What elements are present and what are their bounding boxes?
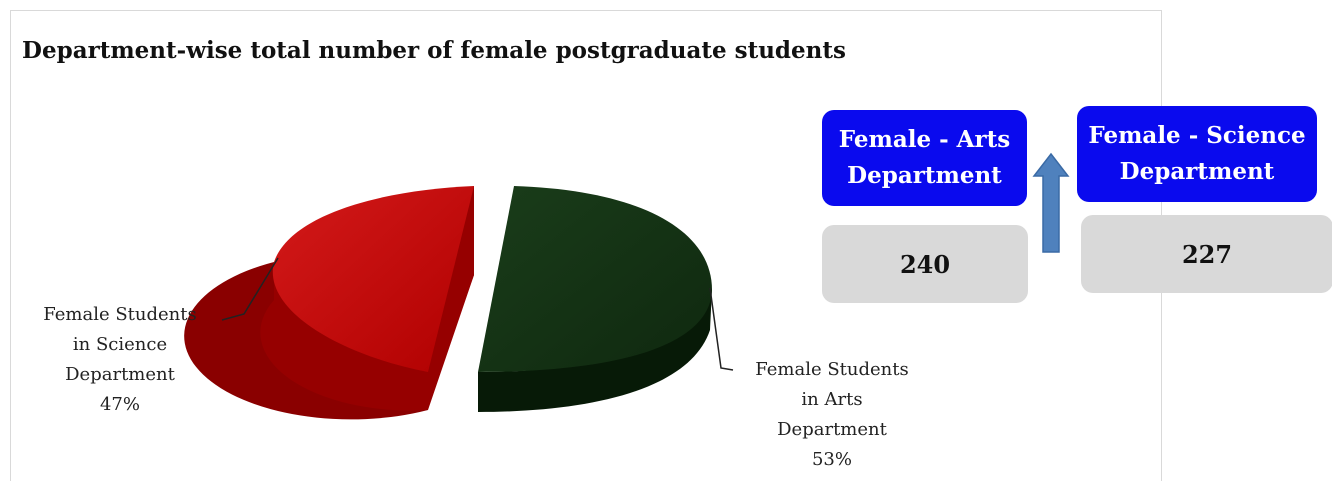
- pie-slice-arts-top: [478, 186, 712, 372]
- data-label-arts-line3: Department: [777, 419, 887, 440]
- data-label-arts-percent: 53%: [811, 449, 852, 470]
- science-department-label-line2: Department: [1119, 158, 1275, 185]
- data-label-arts-line2: in Arts: [801, 389, 863, 410]
- data-label-science-line1: Female Students: [43, 304, 197, 325]
- pie-slice-science-top: [272, 186, 474, 372]
- arts-department-label-line2: Department: [847, 162, 1002, 189]
- chart-title-text: Department-wise total number of female p…: [22, 37, 846, 64]
- data-label-arts: Female Students in Arts Department 53%: [732, 355, 932, 475]
- pie-slice-science-side: [184, 186, 475, 420]
- arts-department-label-line1: Female - Arts: [838, 126, 1011, 153]
- arts-value-box: 240: [822, 225, 1028, 303]
- science-department-label-line1: Female - Science: [1088, 122, 1306, 149]
- science-value: 227: [1181, 239, 1233, 269]
- data-label-science-percent: 47%: [99, 394, 140, 415]
- data-label-science-line3: Department: [65, 364, 175, 385]
- arts-department-box: Female - Arts Department: [822, 110, 1027, 206]
- arts-value: 240: [899, 249, 951, 279]
- science-department-box: Female - Science Department: [1077, 106, 1317, 202]
- pie-slice-arts-wall: [478, 288, 712, 412]
- data-label-science-line2: in Science: [72, 334, 168, 355]
- science-value-box: 227: [1081, 215, 1332, 293]
- leader-line-science: [221, 257, 279, 321]
- up-arrow-icon: [1032, 152, 1070, 253]
- leader-line-arts: [709, 287, 734, 371]
- data-label-arts-line1: Female Students: [755, 359, 909, 380]
- chart-title: Department-wise total number of female p…: [14, 34, 854, 68]
- data-label-science: Female Students in Science Department 47…: [20, 300, 220, 420]
